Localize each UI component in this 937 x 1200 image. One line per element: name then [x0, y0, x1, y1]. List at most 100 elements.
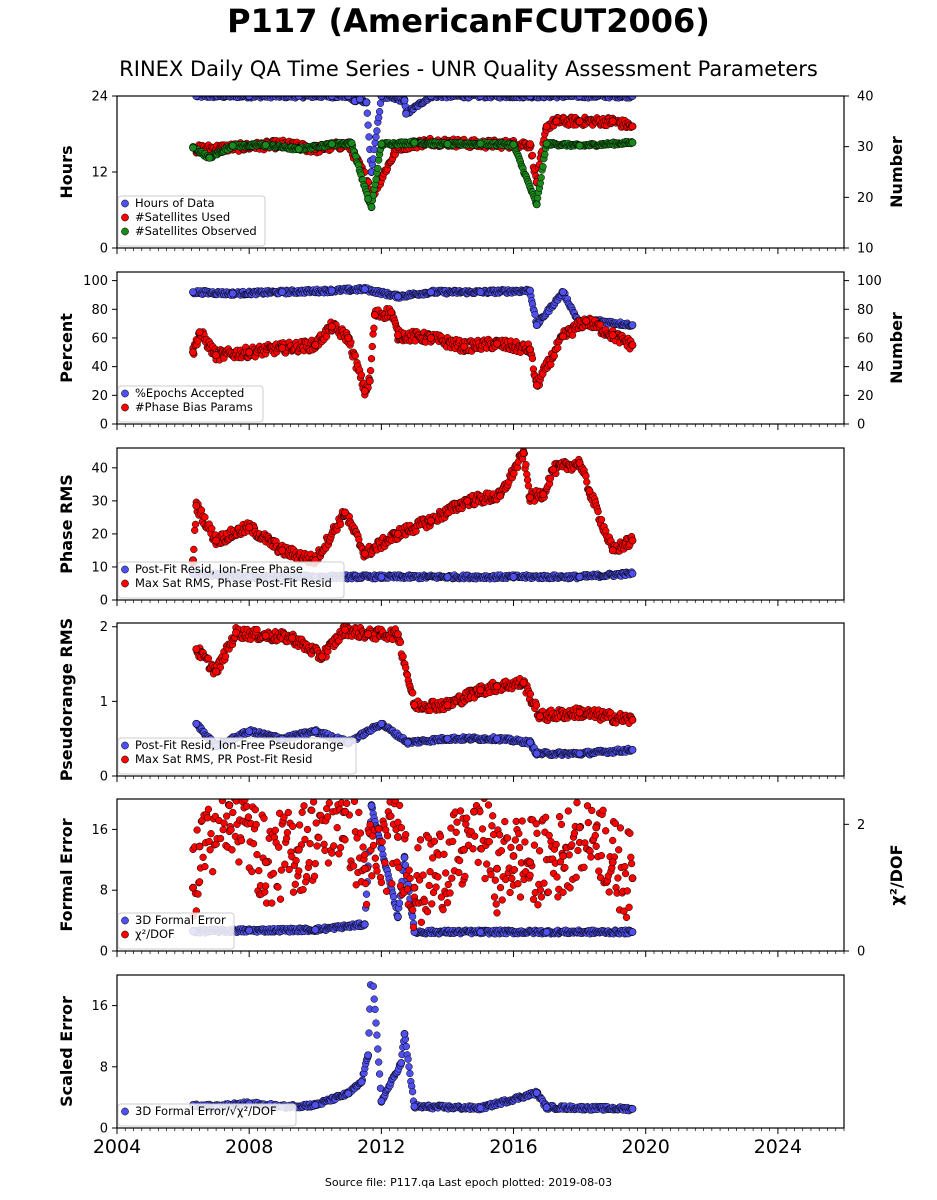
legend-entry: Max Sat RMS, Phase Post-Fit Resid	[135, 576, 332, 590]
data-point	[528, 151, 537, 160]
data-point	[463, 496, 472, 505]
data-point	[311, 727, 320, 736]
data-point	[377, 719, 386, 728]
series-2	[189, 305, 637, 399]
legend: %Epochs Accepted#Phase Bias Params	[117, 385, 264, 423]
data-point	[360, 285, 369, 294]
data-point	[575, 117, 584, 126]
data-point	[368, 342, 376, 351]
data-point	[575, 141, 584, 150]
data-point	[377, 573, 386, 581]
data-point	[311, 341, 320, 349]
data-point	[327, 286, 336, 295]
data-point	[373, 127, 381, 135]
legend-box	[117, 195, 266, 247]
data-point	[365, 377, 374, 385]
legend-box	[117, 385, 264, 423]
data-point	[212, 536, 220, 545]
data-point	[370, 324, 378, 332]
series-2	[189, 448, 637, 568]
data-point	[575, 573, 584, 581]
data-point	[559, 332, 567, 341]
data-point	[559, 288, 567, 296]
data-point	[360, 549, 369, 558]
data-point	[526, 690, 535, 698]
y-tick-label: 40	[91, 461, 108, 476]
data-point	[208, 524, 216, 533]
data-point	[372, 175, 380, 183]
data-point	[367, 355, 376, 363]
data-point	[546, 474, 555, 483]
y-tick-label: 12	[91, 166, 108, 181]
panel-percent: 020406080100020406080100NumberPercent%Ep…	[57, 271, 906, 433]
data-point	[245, 523, 254, 532]
data-point	[205, 153, 214, 162]
data-point	[532, 321, 541, 329]
data-point	[582, 316, 591, 325]
data-point	[403, 738, 412, 747]
y-tick-label: 20	[91, 527, 108, 542]
legend-marker	[121, 389, 129, 398]
legend-entry: #Satellites Observed	[135, 224, 257, 238]
data-point	[364, 121, 372, 129]
data-points	[189, 448, 637, 583]
y-tick-label: 80	[91, 303, 108, 318]
y-tick-label: 0	[100, 594, 108, 609]
data-point	[366, 366, 375, 375]
data-point	[351, 352, 359, 360]
data-point	[476, 139, 485, 148]
data-point	[594, 507, 602, 516]
data-point	[190, 545, 198, 554]
data-point	[531, 310, 539, 319]
legend-entry: %Epochs Accepted	[135, 386, 244, 400]
data-point	[327, 322, 336, 331]
data-point	[537, 173, 545, 182]
data-point	[628, 321, 637, 329]
data-point	[528, 354, 537, 363]
data-point	[493, 339, 501, 348]
data-point	[402, 664, 410, 672]
y-tick-label: 24	[91, 90, 108, 105]
data-point	[596, 321, 604, 329]
data-point	[628, 122, 637, 131]
y2-tick-label: 40	[857, 90, 874, 105]
data-point	[554, 344, 562, 352]
y2-tick-label: 60	[857, 331, 874, 346]
series-2	[192, 623, 637, 727]
data-point	[532, 200, 541, 209]
data-point	[402, 109, 410, 118]
data-point	[253, 625, 261, 634]
series-1	[189, 283, 637, 330]
data-point	[585, 487, 594, 495]
data-point	[443, 734, 452, 743]
legend-marker	[121, 199, 129, 208]
y-tick-label: 0	[100, 242, 108, 257]
data-point	[400, 96, 409, 105]
data-point	[539, 163, 547, 171]
data-point	[460, 342, 468, 351]
y-axis-label: Percent	[57, 313, 76, 383]
data-point	[336, 520, 345, 529]
legend: Hours of Data#Satellites Used#Satellites…	[117, 195, 266, 247]
data-point	[493, 734, 501, 743]
legend-marker	[121, 213, 129, 222]
data-point	[510, 469, 518, 478]
data-point	[608, 331, 617, 339]
data-point	[526, 286, 534, 295]
data-point	[426, 516, 435, 525]
data-point	[393, 530, 402, 538]
data-point	[191, 520, 200, 529]
figure-title: P117 (AmericanFCUT2006)	[227, 2, 710, 40]
y2-tick-label: 20	[857, 389, 874, 404]
legend-box	[117, 561, 345, 599]
y2-tick-label: 80	[857, 303, 874, 318]
data-point	[552, 117, 561, 126]
data-point	[628, 569, 637, 578]
data-point	[341, 508, 349, 517]
data-point	[356, 96, 364, 104]
data-point	[532, 749, 541, 758]
data-point	[399, 652, 407, 661]
data-points	[192, 623, 637, 760]
